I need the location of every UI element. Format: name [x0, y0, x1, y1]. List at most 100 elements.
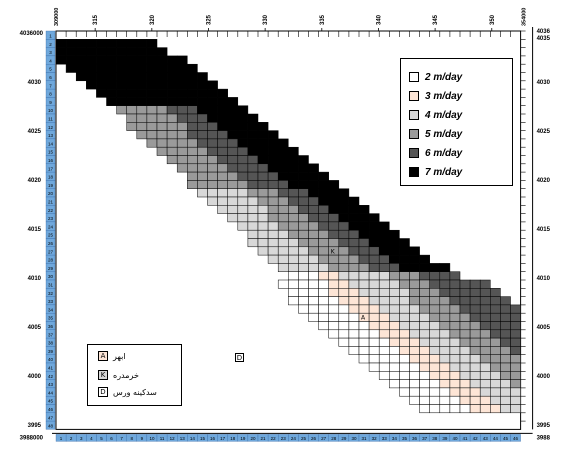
model-cell: [469, 337, 481, 347]
model-cell: [116, 63, 127, 73]
model-cell: [197, 88, 208, 98]
model-cell: [65, 47, 77, 57]
model-cell: [126, 105, 138, 115]
model-cell: [368, 304, 380, 314]
model-cell: [217, 113, 228, 123]
column-number: 29: [341, 436, 347, 441]
model-cell: [298, 188, 309, 198]
model-cell: [277, 171, 289, 181]
model-cell: [96, 63, 107, 73]
model-cell: [136, 39, 148, 48]
model-cell: [146, 47, 158, 57]
column-number: 37: [422, 436, 428, 441]
row-number: 46: [48, 407, 54, 412]
model-cell: [207, 180, 218, 189]
model-cell: [318, 246, 329, 256]
model-cell: [176, 72, 188, 82]
model-cell: [338, 254, 350, 264]
model-cell: [409, 304, 420, 314]
model-cell: [479, 288, 491, 297]
model-cell: [217, 138, 228, 148]
row-number: 1: [49, 34, 52, 39]
row-number: 20: [48, 191, 54, 196]
model-cell: [55, 39, 67, 48]
model-cell: [328, 196, 340, 206]
model-cell: [288, 196, 299, 206]
model-cell: [298, 163, 309, 173]
model-cell: [288, 221, 299, 231]
model-cell: [469, 321, 481, 331]
model-cell: [459, 395, 471, 405]
model-cell: [237, 221, 249, 231]
column-number: 23: [281, 436, 287, 441]
model-cell: [217, 130, 228, 140]
model-cell: [227, 113, 239, 123]
model-cell: [106, 47, 117, 57]
model-cell: [358, 329, 370, 339]
model-cell: [298, 221, 309, 231]
model-cell: [328, 312, 340, 322]
model-cell: [277, 180, 289, 189]
place-code: K: [98, 370, 108, 380]
model-cell: [500, 395, 511, 405]
model-cell: [237, 113, 249, 123]
model-cell: [409, 321, 420, 331]
model-cell: [338, 271, 350, 281]
model-cell: [439, 387, 451, 397]
model-cell: [227, 138, 239, 148]
model-cell: [419, 404, 430, 414]
model-cell: [267, 171, 279, 181]
model-cell: [419, 254, 430, 264]
model-cell: [439, 296, 451, 306]
model-cell: [136, 113, 148, 123]
model-cell: [409, 346, 420, 355]
row-number: 13: [48, 133, 54, 138]
column-number: 14: [190, 436, 196, 441]
model-cell: [338, 329, 350, 339]
model-cell: [399, 379, 410, 389]
model-cell: [75, 39, 87, 48]
model-cell: [399, 304, 410, 314]
model-cell: [146, 80, 158, 90]
model-cell: [449, 362, 461, 372]
model-cell: [399, 321, 410, 331]
model-cell: [318, 238, 329, 248]
model-cell: [207, 196, 218, 206]
model-cell: [328, 304, 340, 314]
model-cell: [75, 72, 87, 82]
model-cell: [318, 171, 329, 181]
model-cell: [227, 213, 239, 223]
model-cell: [449, 271, 461, 281]
model-cell: [116, 80, 127, 90]
model-cell: [338, 312, 350, 322]
column-number-cell: [510, 434, 521, 442]
model-cell: [348, 312, 360, 322]
place-name: سدکینه ورس: [113, 387, 157, 397]
model-cell: [277, 146, 289, 156]
model-cell: [96, 39, 107, 48]
column-number: 19: [240, 436, 246, 441]
model-cell: [197, 72, 208, 82]
legend-label: 6 m/day: [425, 147, 463, 159]
model-cell: [459, 321, 471, 331]
model-cell: [156, 63, 168, 73]
model-cell: [328, 288, 340, 297]
model-cell: [429, 279, 441, 289]
model-cell: [510, 404, 521, 414]
model-cell: [399, 329, 410, 339]
model-cell: [247, 196, 259, 206]
model-cell: [358, 279, 370, 289]
model-cell: [500, 312, 511, 322]
place-code: A: [98, 351, 108, 361]
model-cell: [136, 47, 148, 57]
row-number: 30: [48, 274, 54, 279]
model-cell: [368, 254, 380, 264]
model-cell: [419, 321, 430, 331]
model-cell: [389, 288, 400, 297]
model-cell: [166, 113, 178, 123]
model-cell: [298, 246, 309, 256]
model-cell: [106, 72, 117, 82]
model-cell: [227, 180, 239, 189]
model-cell: [348, 304, 360, 314]
model-cell: [288, 271, 299, 281]
